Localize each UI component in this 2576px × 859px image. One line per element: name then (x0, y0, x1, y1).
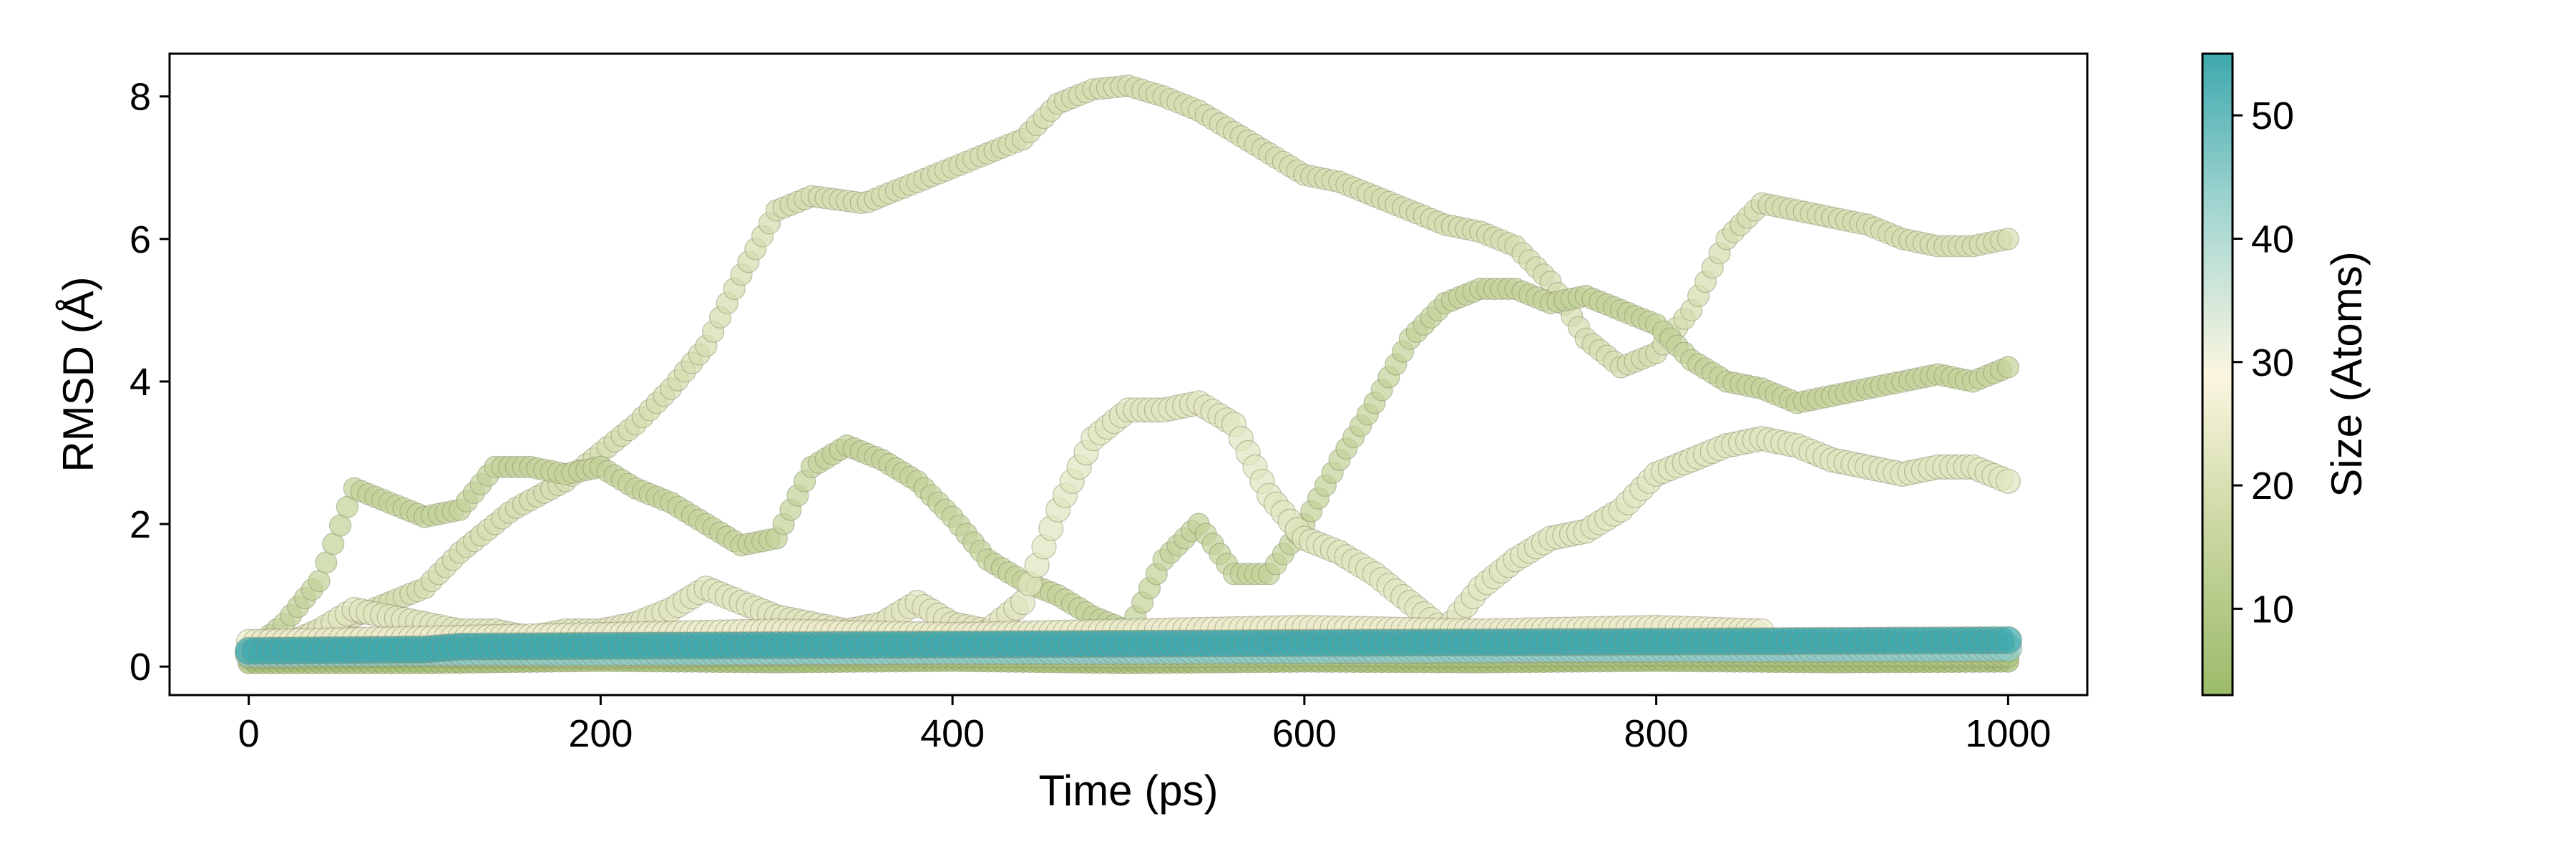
y-tick-label: 2 (130, 503, 151, 546)
data-point (1996, 228, 2019, 251)
colorbar-tick-label: 20 (2251, 465, 2294, 508)
y-tick-label: 0 (130, 646, 151, 689)
scatter-points (235, 74, 2022, 674)
x-tick-label: 0 (238, 712, 260, 755)
y-axis-ticks: 0 2 4 6 8 (130, 76, 170, 689)
x-axis-title: Time (ps) (1038, 767, 1218, 815)
y-axis-title: RMSD (Å) (54, 276, 102, 472)
y-tick-label: 4 (130, 361, 151, 404)
colorbar (2201, 52, 2234, 697)
data-point (1995, 468, 2021, 494)
x-axis-ticks: 0 200 400 600 800 1000 (238, 695, 2051, 755)
colorbar-tick-label: 10 (2251, 588, 2294, 631)
series-2 (238, 277, 2019, 664)
x-tick-label: 600 (1272, 712, 1337, 755)
x-tick-label: 1000 (1965, 712, 2051, 755)
x-tick-label: 400 (920, 712, 985, 755)
colorbar-ticks: 10 20 30 40 50 (2233, 94, 2294, 631)
colorbar-tick-label: 40 (2251, 218, 2294, 261)
colorbar-tick-label: 50 (2251, 94, 2294, 137)
data-point (1996, 356, 2019, 379)
series-8 (235, 626, 2022, 665)
plot-frame (168, 52, 2089, 697)
x-tick-label: 800 (1624, 712, 1689, 755)
series-1 (238, 74, 2019, 664)
y-tick-label: 8 (130, 76, 151, 119)
x-tick-label: 200 (568, 712, 633, 755)
colorbar-title: Size (Atoms) (2323, 251, 2371, 497)
y-tick-label: 6 (130, 218, 151, 261)
data-point (1994, 626, 2022, 654)
colorbar-tick-label: 30 (2251, 341, 2294, 384)
